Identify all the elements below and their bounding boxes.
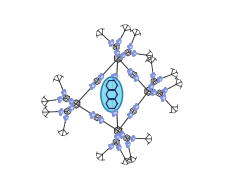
Polygon shape <box>127 69 132 74</box>
Polygon shape <box>120 53 125 57</box>
Polygon shape <box>112 110 117 115</box>
Polygon shape <box>61 90 66 94</box>
Polygon shape <box>68 98 73 103</box>
Ellipse shape <box>100 77 122 112</box>
Polygon shape <box>119 132 124 137</box>
Polygon shape <box>112 74 117 79</box>
Polygon shape <box>64 115 68 119</box>
Polygon shape <box>114 134 119 139</box>
Polygon shape <box>116 39 121 43</box>
Polygon shape <box>157 77 162 81</box>
Polygon shape <box>98 74 103 79</box>
Polygon shape <box>98 117 103 122</box>
Polygon shape <box>131 51 136 55</box>
Polygon shape <box>161 95 165 100</box>
Polygon shape <box>109 40 113 45</box>
Polygon shape <box>150 73 155 77</box>
Polygon shape <box>127 44 132 49</box>
Polygon shape <box>148 84 153 88</box>
Polygon shape <box>133 75 138 80</box>
Polygon shape <box>116 145 121 149</box>
Polygon shape <box>59 109 63 114</box>
Polygon shape <box>90 112 95 117</box>
Polygon shape <box>109 144 113 148</box>
Polygon shape <box>151 90 156 94</box>
Polygon shape <box>130 136 135 140</box>
Polygon shape <box>114 50 119 55</box>
Polygon shape <box>90 83 95 88</box>
Polygon shape <box>69 105 74 110</box>
Polygon shape <box>125 142 130 146</box>
Polygon shape <box>58 97 62 101</box>
Polygon shape <box>127 112 132 117</box>
Polygon shape <box>162 88 167 92</box>
Polygon shape <box>133 105 138 109</box>
